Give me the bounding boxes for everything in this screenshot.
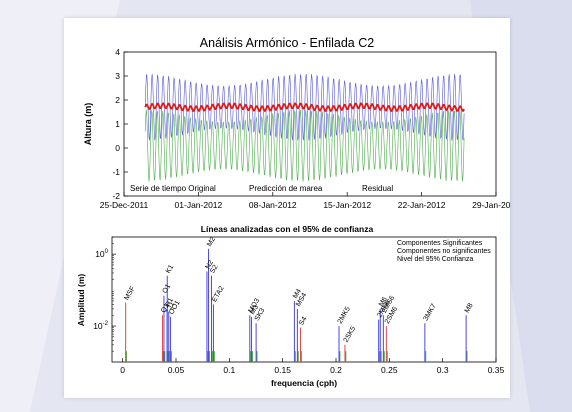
top-chart-title: Análisis Armónico - Enfilada C2 [200, 36, 374, 50]
legend-not-significant: Componentes no significantes [397, 248, 491, 255]
constituent-label-m2: M2 [206, 236, 217, 248]
constituent-label-j1: J1 [166, 301, 176, 311]
bottom-y-axis-label: Amplitud (m) [76, 274, 86, 327]
constituent-label-m4: M4 [292, 288, 303, 300]
constituent-label-m6: M6 [378, 296, 389, 308]
bottom-x-tick-label: 0.25 [381, 365, 398, 375]
constituent-label-n2: N2 [205, 259, 216, 270]
legend-significant: Componentes Significantes [397, 240, 483, 247]
constituent-label-p1: P1 [165, 297, 175, 308]
bottom-x-tick-label: 0.15 [274, 365, 291, 375]
top-x-tick-label: 29-Jan-2012 [472, 200, 510, 210]
top-y-axis-label: Altura (m) [83, 103, 93, 146]
figure-panel: Análisis Armónico - Enfilada C2 -2 -1 0 1 2 3… [64, 18, 520, 398]
bottom-x-axis: 0 0.05 0.1 0.15 0.2 0.25 0.3 0.35 [120, 358, 505, 375]
bottom-bars-group [125, 248, 468, 362]
constituent-label-k1: K1 [165, 264, 175, 275]
legend-label-original: Serie de tiempo Original [130, 184, 216, 193]
top-x-tick-label: 25-Dec-2011 [100, 200, 149, 210]
top-y-tick-label: 2 [115, 95, 120, 105]
bottom-legend: Componentes Significantes Componentes no… [397, 240, 491, 263]
top-x-tick-label: 22-Jan-2012 [398, 200, 446, 210]
top-series-line-residual [144, 102, 465, 113]
bottom-x-tick-label: 0 [120, 365, 125, 375]
bottom-x-tick-label: 0.35 [488, 365, 505, 375]
top-y-axis: -2 -1 0 1 2 3 4 [112, 47, 128, 201]
bottom-chart-title: Líneas analizadas con el 95% de confianz… [201, 224, 374, 234]
legend-confidence: Nivel del 95% Confianza [397, 256, 473, 263]
top-y-tick-label: 1 [115, 119, 120, 129]
bottom-bar-labels-group: MSF O1Q1K1P1J1OO1M2N2S2ETA2MO3M3SK3M4MS4S… [123, 236, 474, 344]
top-y-tick-label: 3 [115, 71, 120, 81]
top-series-group [144, 73, 465, 182]
top-x-tick-label: 08-Jan-2012 [249, 200, 297, 210]
top-y-tick-label: 0 [115, 143, 120, 153]
top-x-tick-label: 15-Jan-2012 [323, 200, 371, 210]
top-y-tick-label: -1 [112, 167, 120, 177]
constituent-label-o1: O1 [162, 283, 173, 295]
constituent-label-m8: M8 [464, 302, 475, 314]
bottom-x-tick-label: 0.05 [168, 365, 185, 375]
bottom-x-tick-label: 0.2 [330, 365, 342, 375]
constituent-label-s4: S4 [298, 316, 308, 327]
top-x-axis: 25-Dec-2011 01-Jan-2012 08-Jan-2012 15-Jan-… [100, 192, 520, 210]
bottom-x-axis-label: frequencia (cph) [271, 378, 337, 388]
bottom-y-axis: 10-2 100 [93, 236, 116, 352]
constituent-label-q1: Q1 [160, 303, 171, 315]
bottom-y-tick-label: 100 [95, 249, 108, 259]
legend-label-residual: Residual [362, 184, 393, 193]
top-x-tick-label: 01-Jan-2012 [175, 200, 223, 210]
bottom-y-tick-label: 10-2 [93, 321, 108, 331]
top-series-line-predicted [144, 109, 465, 182]
harmonic-analysis-figure: Análisis Armónico - Enfilada C2 -2 -1 0 1 2 3… [76, 36, 520, 388]
bottom-x-tick-label: 0.3 [437, 365, 449, 375]
legend-label-predicted: Predicción de marea [249, 184, 323, 193]
constituent-label-m3: M3 [249, 304, 260, 316]
top-series-line-original [144, 73, 465, 141]
constituent-label-s2: S2 [209, 264, 219, 275]
top-y-tick-label: -2 [112, 191, 120, 201]
bottom-chart-plot-frame [111, 236, 497, 363]
top-y-tick-label: 4 [115, 47, 120, 57]
bottom-x-tick-label: 0.1 [223, 365, 235, 375]
